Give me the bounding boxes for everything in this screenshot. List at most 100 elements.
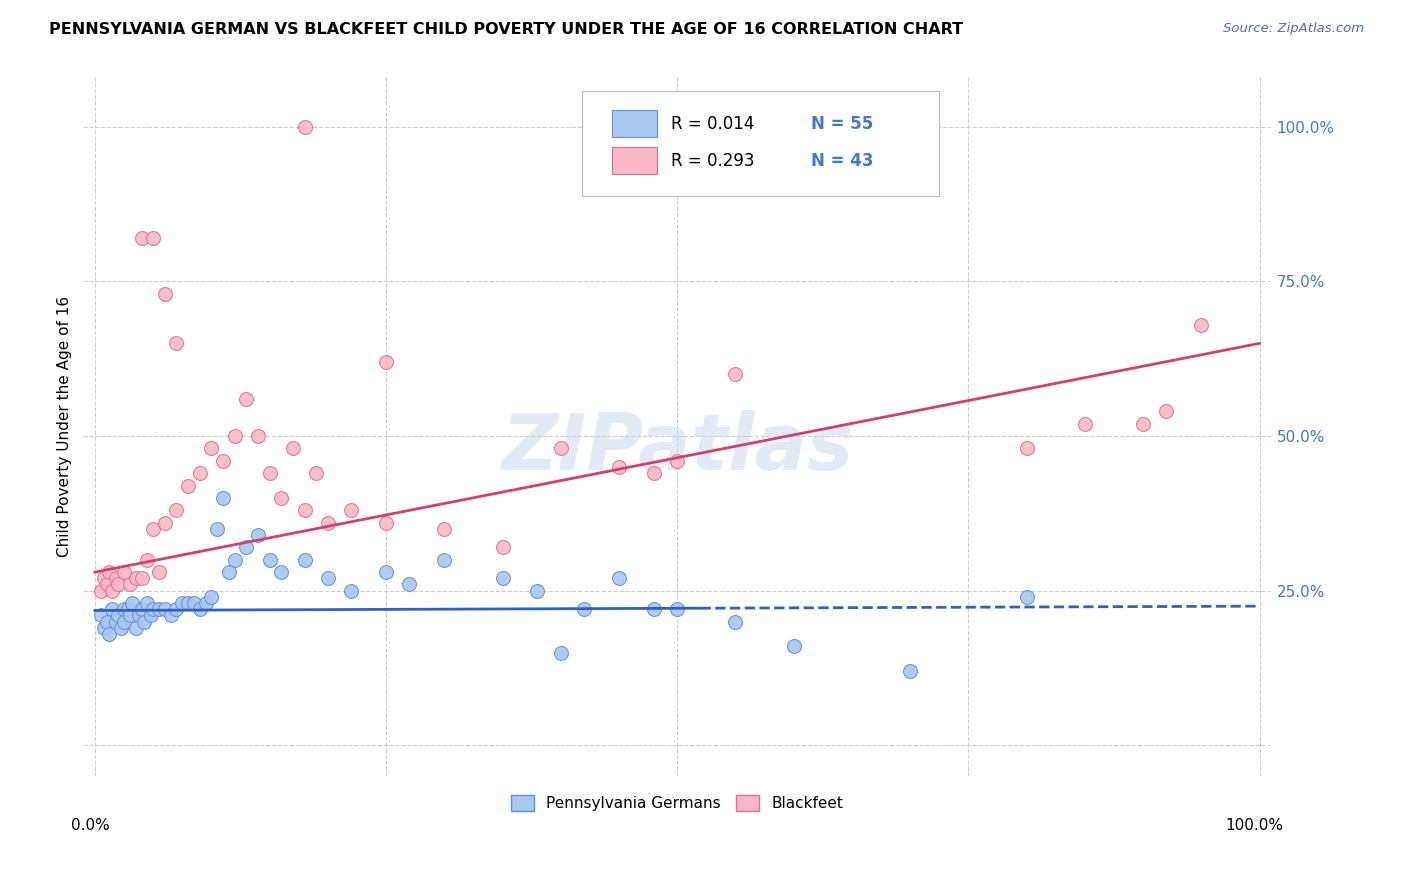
Point <box>153 516 176 530</box>
Point <box>90 583 112 598</box>
Point <box>142 231 165 245</box>
Point <box>212 454 235 468</box>
Point <box>104 615 127 629</box>
Point <box>136 553 159 567</box>
Text: N = 55: N = 55 <box>811 114 873 133</box>
FancyBboxPatch shape <box>582 91 939 196</box>
Point <box>188 602 211 616</box>
Text: 100.0%: 100.0% <box>1225 818 1284 833</box>
Point <box>1156 404 1178 418</box>
Point <box>159 608 181 623</box>
Point <box>177 478 200 492</box>
Point <box>1015 442 1038 456</box>
Text: R = 0.014: R = 0.014 <box>671 114 755 133</box>
Point <box>898 664 921 678</box>
Point <box>724 368 747 382</box>
Point <box>148 565 170 579</box>
Point <box>96 577 118 591</box>
Point <box>118 577 141 591</box>
Point <box>398 577 420 591</box>
Point <box>177 596 200 610</box>
Text: 0.0%: 0.0% <box>72 818 110 833</box>
Point <box>235 541 257 555</box>
Point <box>112 615 135 629</box>
Point <box>607 571 630 585</box>
Point <box>550 646 572 660</box>
Point <box>224 553 246 567</box>
Point <box>131 231 153 245</box>
Point <box>132 615 155 629</box>
Point <box>128 608 150 623</box>
Point <box>375 565 398 579</box>
Point <box>101 602 124 616</box>
Text: N = 43: N = 43 <box>811 153 875 170</box>
Point <box>666 602 689 616</box>
Point <box>433 553 456 567</box>
Point <box>433 522 456 536</box>
Legend: Pennsylvania Germans, Blackfeet: Pennsylvania Germans, Blackfeet <box>505 789 849 817</box>
Point <box>340 583 363 598</box>
Point <box>96 615 118 629</box>
Point <box>93 621 115 635</box>
Point <box>246 528 269 542</box>
Point <box>97 565 120 579</box>
Point <box>200 442 222 456</box>
Point <box>112 565 135 579</box>
Point <box>1074 417 1097 431</box>
Point <box>316 571 339 585</box>
Point <box>643 602 665 616</box>
Point <box>1015 590 1038 604</box>
Point <box>121 596 143 610</box>
Point <box>724 615 747 629</box>
FancyBboxPatch shape <box>612 147 657 174</box>
Point <box>375 516 398 530</box>
Point <box>305 466 328 480</box>
Point <box>205 522 228 536</box>
Point <box>259 553 281 567</box>
Point <box>491 571 513 585</box>
Point <box>643 466 665 480</box>
Point <box>572 602 595 616</box>
Point <box>666 454 689 468</box>
Point <box>550 442 572 456</box>
Point <box>294 553 316 567</box>
Point <box>183 596 205 610</box>
Point <box>607 460 630 475</box>
Point <box>90 608 112 623</box>
Point <box>1132 417 1154 431</box>
Point <box>246 429 269 443</box>
Point <box>270 565 292 579</box>
Point <box>104 571 127 585</box>
Point <box>259 466 281 480</box>
Point <box>294 503 316 517</box>
Point <box>131 571 153 585</box>
Point <box>218 565 240 579</box>
Point <box>112 602 135 616</box>
Point <box>117 602 139 616</box>
Point <box>101 583 124 598</box>
Y-axis label: Child Poverty Under the Age of 16: Child Poverty Under the Age of 16 <box>58 296 72 558</box>
Point <box>125 621 148 635</box>
Point <box>142 522 165 536</box>
Point <box>526 583 548 598</box>
Text: PENNSYLVANIA GERMAN VS BLACKFEET CHILD POVERTY UNDER THE AGE OF 16 CORRELATION C: PENNSYLVANIA GERMAN VS BLACKFEET CHILD P… <box>49 22 963 37</box>
Point <box>107 577 129 591</box>
Text: R = 0.293: R = 0.293 <box>671 153 755 170</box>
Point <box>166 336 188 351</box>
Point <box>125 571 148 585</box>
Point <box>316 516 339 530</box>
Point <box>491 541 513 555</box>
Point <box>294 120 316 134</box>
Point <box>107 608 129 623</box>
Point <box>224 429 246 443</box>
Point <box>153 286 176 301</box>
Point <box>153 602 176 616</box>
Point <box>188 466 211 480</box>
Text: Source: ZipAtlas.com: Source: ZipAtlas.com <box>1223 22 1364 36</box>
Point <box>340 503 363 517</box>
Point <box>270 491 292 505</box>
Point <box>375 355 398 369</box>
Text: ZIPatlas: ZIPatlas <box>501 409 853 486</box>
Point <box>110 621 132 635</box>
Point <box>131 602 153 616</box>
